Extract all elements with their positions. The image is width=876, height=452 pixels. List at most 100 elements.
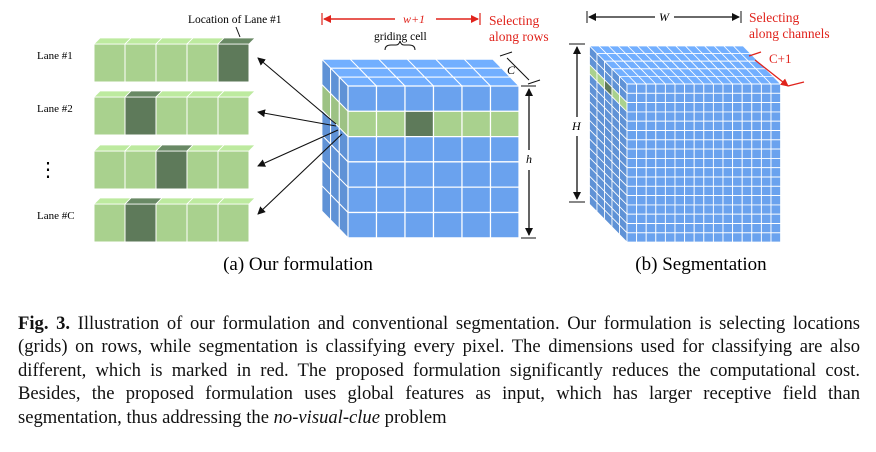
seg-front-cell [722, 223, 734, 234]
griding-cell-label: griding cell [374, 31, 427, 43]
seg-front-cell [645, 111, 657, 122]
seg-front-cell [751, 83, 762, 94]
lane-strip [93, 37, 256, 83]
location-pointer [235, 26, 241, 38]
strip-cell [93, 203, 126, 243]
seg-front-cell [722, 83, 734, 94]
seg-front-cell [626, 139, 638, 150]
arrow-to-lane-2 [257, 109, 337, 127]
seg-front-cell [770, 223, 782, 234]
seg-front-cell [693, 195, 705, 206]
seg-front-cell [741, 83, 753, 94]
lane-strip [93, 144, 256, 190]
seg-front-cell [741, 204, 753, 215]
seg-front-cell [636, 195, 647, 206]
seg-front-cell [626, 111, 638, 122]
seg-front-cell [693, 148, 705, 159]
seg-front-cell [732, 223, 743, 234]
strip-cell [155, 43, 188, 83]
strip-cell [155, 96, 188, 136]
seg-front-cell [712, 83, 724, 94]
cube-front-cell [432, 211, 463, 239]
seg-front-cell [760, 102, 772, 113]
seg-front-cell [626, 213, 638, 224]
seg-front-cell [741, 167, 753, 178]
depth-dimension-left: C [499, 51, 541, 85]
seg-front-cell [684, 102, 695, 113]
height-label-h: h [526, 152, 532, 166]
seg-front-cell [636, 232, 647, 243]
seg-front-cell [693, 139, 705, 150]
seg-front-cell [626, 102, 638, 113]
lane-label-2: Lane #2 [37, 103, 73, 115]
strip-cell [124, 203, 157, 243]
seg-front-cell [770, 92, 782, 104]
cube-front-cell [489, 186, 520, 214]
seg-front-cell [674, 139, 686, 150]
seg-front-cell [636, 223, 647, 234]
seg-front-cell [655, 83, 666, 94]
seg-front-cell [760, 195, 772, 206]
seg-front-cell [751, 111, 762, 122]
seg-front-cell [741, 213, 753, 224]
seg-front-cell [636, 130, 647, 141]
subcaption-b: (b) Segmentation [635, 254, 767, 275]
seg-front-cell [655, 176, 666, 187]
seg-front-cell [626, 120, 638, 131]
seg-front-cell [645, 232, 657, 243]
subcaption-a: (a) Our formulation [223, 254, 373, 275]
seg-front-cell [684, 232, 695, 243]
seg-front-cell [722, 157, 734, 169]
cube-front-cell [489, 136, 520, 163]
seg-front-cell [636, 83, 647, 94]
note-selecting-rows-2: along rows [489, 29, 549, 44]
seg-front-cell [645, 120, 657, 131]
seg-front-cell [664, 232, 676, 243]
lane-ellipsis: ⋮ [38, 159, 58, 181]
seg-front-cell [732, 185, 743, 197]
seg-front-cell [751, 148, 762, 159]
seg-front-cell [751, 167, 762, 178]
seg-front-cell [655, 130, 666, 141]
seg-front-cell [770, 157, 782, 169]
seg-front-cell [722, 111, 734, 122]
seg-front-cell [674, 176, 686, 187]
seg-front-cell [751, 120, 762, 131]
seg-front-cell [636, 92, 647, 104]
depth-label-c: C [507, 63, 516, 77]
seg-front-cell [722, 120, 734, 131]
seg-front-cell [760, 223, 772, 234]
strip-cell [124, 43, 157, 83]
seg-front-cell [684, 139, 695, 150]
seg-front-cell [770, 204, 782, 215]
seg-front-cell [636, 120, 647, 131]
cube-front-cell [375, 161, 406, 188]
figure-illustration: Location of Lane #1 Lane #1 Lane #2 ⋮ La… [37, 10, 830, 275]
seg-front-cell [770, 111, 782, 122]
seg-front-cell [636, 157, 647, 169]
width-dimension-left: w+1 [321, 12, 481, 26]
seg-front-cell [664, 213, 676, 224]
strip-cell-top [217, 197, 256, 205]
cube-front-cell [404, 211, 435, 239]
highlighted-row-cell [375, 110, 406, 138]
seg-front-cell [722, 185, 734, 197]
seg-front-cell [636, 167, 647, 178]
seg-front-cell [655, 92, 666, 104]
seg-front-cell [674, 157, 686, 169]
seg-front-cell [751, 157, 762, 169]
seg-front-cell [741, 139, 753, 150]
seg-front-cell [703, 157, 714, 169]
cube-front-cell [404, 136, 435, 163]
seg-front-cell [751, 176, 762, 187]
strip-cell [217, 43, 250, 83]
seg-front-cell [722, 213, 734, 224]
seg-front-cell [722, 102, 734, 113]
seg-front-cell [732, 130, 743, 141]
seg-front-cell [645, 139, 657, 150]
strip-cell [155, 150, 188, 190]
lane-arrows [257, 57, 343, 215]
seg-front-cell [645, 167, 657, 178]
seg-front-cell [626, 232, 638, 243]
lane-strip [93, 197, 256, 243]
